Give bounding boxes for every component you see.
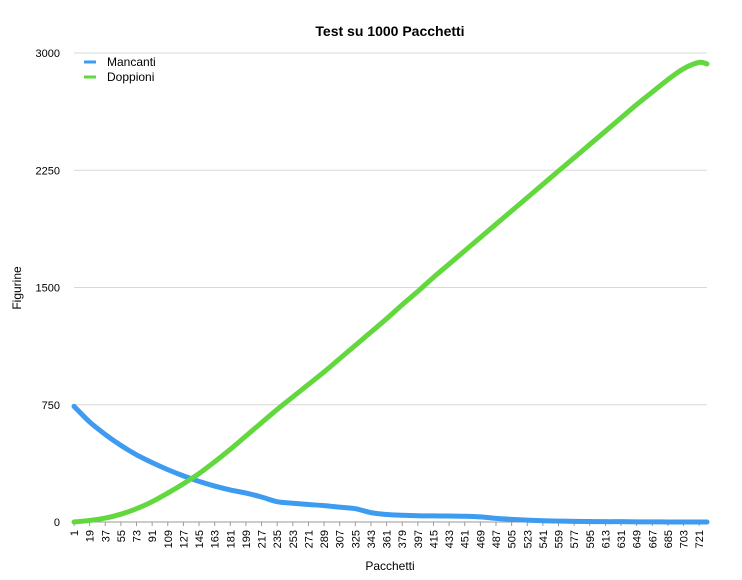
x-tick-label: 217	[257, 530, 269, 548]
x-tick-label: 649	[632, 530, 644, 548]
y-tick-label: 750	[42, 400, 60, 412]
series-line-mancanti	[71, 403, 710, 525]
x-tick-label: 523	[522, 530, 534, 548]
y-tick-label: 2250	[36, 165, 60, 177]
x-tick-label: 343	[366, 530, 378, 548]
x-tick-label: 415	[428, 530, 440, 548]
x-tick-label: 181	[225, 530, 237, 548]
x-tick-label: 559	[554, 530, 566, 548]
x-tick-label: 577	[569, 530, 581, 548]
x-tick-label: 361	[382, 530, 394, 548]
x-tick-label: 595	[585, 530, 597, 548]
x-tick-label: 541	[538, 530, 550, 548]
y-tick-label: 0	[54, 517, 60, 529]
x-tick-label: 73	[132, 530, 144, 542]
x-tick-label: 469	[475, 530, 487, 548]
legend-label: Mancanti	[107, 55, 156, 69]
x-tick-label: 721	[694, 530, 706, 548]
x-tick-label: 433	[444, 530, 456, 548]
chart-title: Test su 1000 Pacchetti	[315, 23, 464, 39]
x-tick-label: 487	[491, 530, 503, 548]
x-tick-label: 145	[194, 530, 206, 548]
x-tick-label: 37	[100, 530, 112, 542]
x-tick-label: 55	[116, 530, 128, 542]
y-axis-label: Figurine	[10, 266, 24, 310]
x-tick-label: 613	[600, 530, 612, 548]
x-tick-label: 631	[616, 530, 628, 548]
x-tick-label: 1	[69, 530, 81, 536]
x-tick-label: 505	[507, 530, 519, 548]
series-lines	[71, 59, 710, 525]
x-tick-label: 685	[663, 530, 675, 548]
y-tick-label: 3000	[36, 48, 60, 60]
x-tick-label: 397	[413, 530, 425, 548]
x-axis-ticks: 1 19 37 55 73 91 109 127 145 163 181 199 217 235 253 27…	[69, 522, 706, 548]
x-tick-label: 199	[241, 530, 253, 548]
y-axis-ticks: 0 750 1500 2250 3000	[36, 48, 60, 529]
x-tick-label: 667	[647, 530, 659, 548]
x-tick-label: 289	[319, 530, 331, 548]
x-tick-label: 379	[397, 530, 409, 548]
x-tick-label: 127	[178, 530, 190, 548]
x-tick-label: 163	[210, 530, 222, 548]
x-tick-label: 703	[679, 530, 691, 548]
x-tick-label: 19	[85, 530, 97, 542]
x-tick-label: 271	[303, 530, 315, 548]
y-tick-label: 1500	[36, 283, 60, 295]
legend-label: Doppioni	[107, 70, 154, 84]
x-tick-label: 253	[288, 530, 300, 548]
x-tick-label: 235	[272, 530, 284, 548]
x-tick-label: 325	[350, 530, 362, 548]
x-tick-label: 91	[147, 530, 159, 542]
x-tick-label: 451	[460, 530, 472, 548]
series-line-doppioni	[71, 59, 710, 525]
x-tick-label: 307	[335, 530, 347, 548]
x-tick-label: 109	[163, 530, 175, 548]
x-axis-label: Pacchetti	[365, 559, 414, 573]
